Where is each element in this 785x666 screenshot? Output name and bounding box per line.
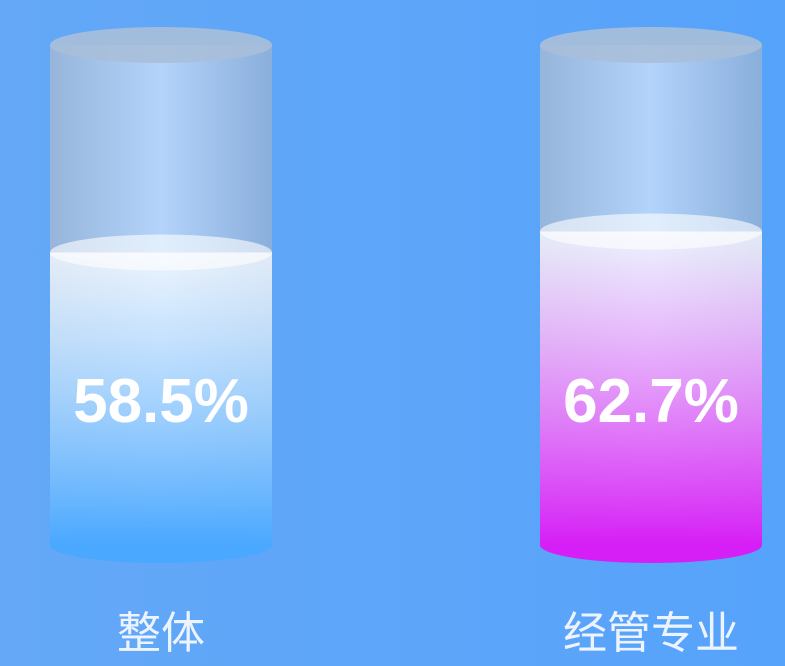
cylinder-top bbox=[50, 27, 272, 63]
chart: 58.5% 整体 62.7% 经管专业 bbox=[0, 0, 785, 666]
liquid-surface bbox=[540, 214, 762, 250]
value-label: 58.5% bbox=[73, 367, 249, 436]
liquid-surface bbox=[50, 235, 272, 271]
value-label: 62.7% bbox=[563, 367, 739, 436]
cylinder-top bbox=[540, 27, 762, 63]
category-label: 经管专业 bbox=[563, 608, 739, 659]
category-label: 整体 bbox=[117, 608, 205, 659]
